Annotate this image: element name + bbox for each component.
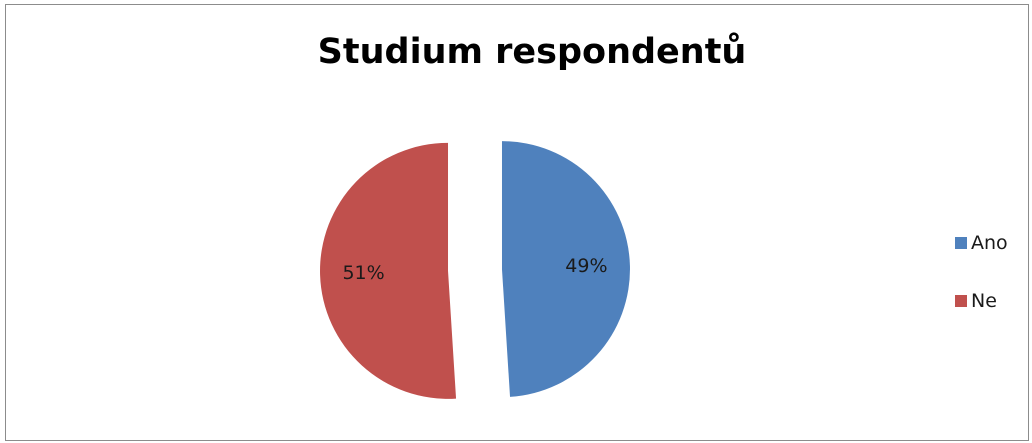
chart-title: Studium respondentů — [317, 32, 747, 72]
legend-swatch-ano — [955, 237, 967, 249]
legend-swatch-ne — [955, 295, 967, 307]
slice-label-ano: 49% — [565, 255, 607, 277]
slice-label-ne: 51% — [342, 262, 384, 284]
legend-item-ano: Ano — [955, 232, 1008, 254]
pie-slice-ano — [501, 141, 630, 397]
legend-label-ne: Ne — [971, 290, 997, 312]
legend-item-ne: Ne — [955, 290, 1008, 312]
legend: Ano Ne — [955, 232, 1008, 348]
legend-label-ano: Ano — [971, 232, 1008, 254]
pie-slice-ne — [320, 142, 457, 399]
